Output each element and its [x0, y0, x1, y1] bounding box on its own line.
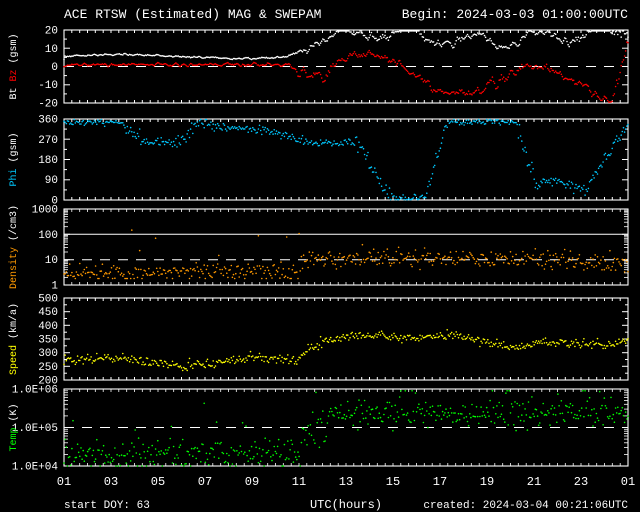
svg-text:Begin: 2024-03-03 01:00:00UTC: Begin: 2024-03-03 01:00:00UTC: [402, 7, 628, 22]
svg-text:Density (/cm3): Density (/cm3): [8, 205, 20, 289]
svg-text:450: 450: [38, 307, 58, 319]
svg-text:10: 10: [45, 255, 58, 267]
svg-text:created: 2024-03-04 00:21:06UT: created: 2024-03-04 00:21:06UTC: [423, 500, 628, 512]
svg-text:250: 250: [38, 362, 58, 374]
svg-text:UTC(hours): UTC(hours): [310, 498, 382, 512]
svg-text:100: 100: [38, 230, 58, 242]
svg-text:05: 05: [151, 475, 165, 489]
svg-text:21: 21: [527, 475, 541, 489]
svg-text:360: 360: [38, 115, 58, 127]
svg-text:20: 20: [45, 26, 58, 38]
svg-text:90: 90: [45, 175, 58, 187]
svg-text:Temp (K): Temp (K): [8, 403, 20, 451]
svg-text:1.0E+04: 1.0E+04: [12, 462, 59, 474]
svg-text:-10: -10: [38, 80, 58, 92]
svg-text:10: 10: [45, 44, 58, 56]
svg-text:0: 0: [51, 62, 58, 74]
svg-text:270: 270: [38, 135, 58, 147]
svg-text:09: 09: [245, 475, 259, 489]
svg-text:500: 500: [38, 294, 58, 306]
svg-text:ACE RTSW (Estimated) MAG & SWE: ACE RTSW (Estimated) MAG & SWEPAM: [64, 7, 321, 22]
svg-text:1000: 1000: [32, 205, 58, 217]
svg-text:07: 07: [198, 475, 212, 489]
svg-text:400: 400: [38, 321, 58, 333]
svg-text:Speed (km/a): Speed (km/a): [8, 303, 20, 375]
svg-text:-20: -20: [38, 99, 58, 111]
svg-text:13: 13: [339, 475, 353, 489]
svg-text:350: 350: [38, 335, 58, 347]
svg-text:180: 180: [38, 155, 58, 167]
svg-text:01: 01: [621, 475, 635, 489]
svg-text:23: 23: [574, 475, 588, 489]
svg-text:15: 15: [386, 475, 400, 489]
svg-text:03: 03: [104, 475, 118, 489]
svg-text:11: 11: [292, 475, 306, 489]
svg-text:Phi (gsm): Phi (gsm): [8, 132, 20, 186]
svg-text:Bt Bz (gsm): Bt Bz (gsm): [8, 33, 20, 99]
svg-text:1.0E+06: 1.0E+06: [12, 385, 58, 397]
svg-text:1: 1: [51, 281, 58, 293]
svg-text:300: 300: [38, 348, 58, 360]
svg-text:01: 01: [57, 475, 71, 489]
svg-text:start DOY: 63: start DOY: 63: [64, 500, 150, 512]
svg-text:17: 17: [433, 475, 447, 489]
svg-text:19: 19: [480, 475, 494, 489]
